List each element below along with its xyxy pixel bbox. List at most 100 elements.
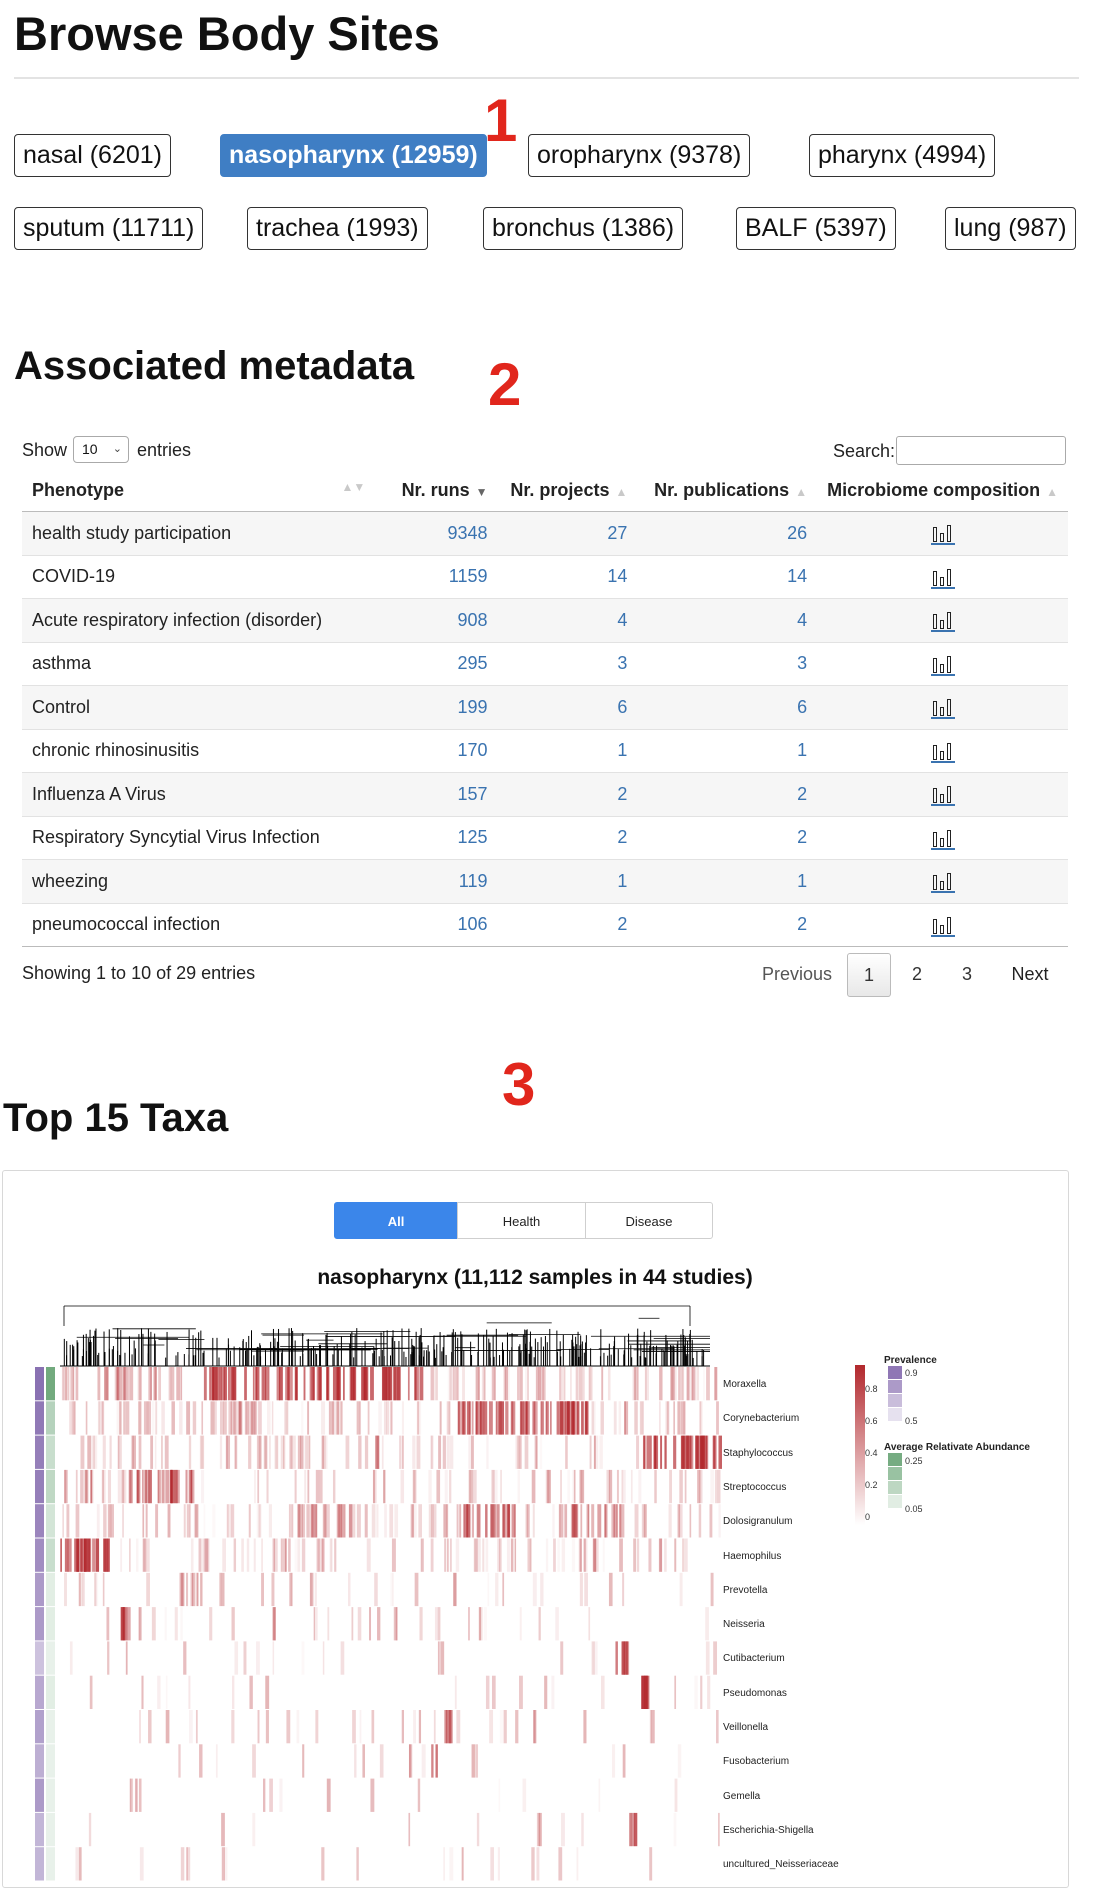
abundance-cell	[46, 1401, 55, 1435]
abundance-cell	[46, 1812, 55, 1847]
column-header-runs[interactable]: Nr. runs ▼	[373, 469, 498, 512]
publications-link[interactable]: 2	[637, 815, 818, 860]
abundance-cell	[46, 1641, 55, 1675]
entries-select[interactable]: 10 ⌄	[73, 436, 129, 463]
taxon-label: Prevotella	[723, 1584, 768, 1596]
abundance-cell	[46, 1675, 55, 1709]
bar-chart-icon[interactable]	[930, 782, 955, 807]
publications-link[interactable]: 6	[637, 685, 818, 729]
body-site-button-trachea[interactable]: trachea (1993)	[247, 207, 428, 250]
bar-chart-icon[interactable]	[930, 869, 955, 894]
column-header-microbiome[interactable]: Microbiome composition ▲	[817, 469, 1068, 512]
annotation-columns	[35, 1367, 55, 1881]
pagination-previous[interactable]: Previous	[761, 964, 833, 984]
page-title: Browse Body Sites	[14, 7, 440, 60]
sort-icon: ▲	[795, 484, 808, 499]
projects-link[interactable]: 4	[497, 598, 638, 642]
publications-link[interactable]: 2	[637, 902, 818, 947]
abundance-cell	[46, 1710, 55, 1744]
abundance-cell	[46, 1469, 55, 1504]
publications-link[interactable]: 4	[637, 598, 818, 642]
table-row: chronic rhinosinusitis 170 1 1	[22, 728, 1068, 773]
projects-link[interactable]: 14	[497, 554, 638, 599]
body-site-button-nasopharynx[interactable]: nasopharynx (12959)	[220, 134, 487, 177]
prevalence-swatch	[888, 1380, 902, 1393]
projects-link[interactable]: 2	[497, 902, 638, 947]
abundance-tick: 0.05	[905, 1504, 923, 1514]
runs-link[interactable]: 9348	[373, 511, 498, 555]
abundance-swatch	[888, 1453, 902, 1466]
body-site-button-sputum[interactable]: sputum (11711)	[14, 207, 204, 250]
publications-link[interactable]: 26	[637, 511, 818, 555]
microbiome-composition-cell	[817, 641, 1068, 686]
projects-link[interactable]: 2	[497, 815, 638, 860]
runs-link[interactable]: 157	[373, 772, 498, 816]
bar-chart-icon[interactable]	[930, 521, 955, 546]
projects-link[interactable]: 27	[497, 511, 638, 555]
tab-all[interactable]: All	[334, 1202, 458, 1239]
runs-link[interactable]: 119	[373, 859, 498, 903]
phenotype-cell: Acute respiratory infection (disorder)	[22, 598, 374, 642]
runs-link[interactable]: 295	[373, 641, 498, 686]
projects-link[interactable]: 1	[497, 859, 638, 903]
abundance-cell	[46, 1572, 55, 1607]
section-title-metadata: Associated metadata	[14, 344, 415, 388]
phenotype-cell: asthma	[22, 641, 374, 686]
heatmap	[35, 1305, 902, 1881]
abundance-cell	[46, 1435, 55, 1469]
abundance-cell	[46, 1778, 55, 1812]
abundance-cell	[46, 1847, 55, 1881]
taxon-label: Cutibacterium	[723, 1653, 785, 1665]
tab-health[interactable]: Health	[457, 1202, 586, 1239]
phenotype-cell: COVID-19	[22, 554, 374, 599]
sort-desc-icon: ▼	[475, 484, 488, 499]
projects-link[interactable]: 3	[497, 641, 638, 686]
search-label: Search:	[833, 441, 896, 461]
phenotype-cell: health study participation	[22, 511, 374, 555]
pagination-page-2[interactable]: 2	[911, 964, 922, 984]
prevalence-cell	[35, 1572, 44, 1607]
runs-link[interactable]: 199	[373, 685, 498, 729]
bar-chart-icon[interactable]	[930, 695, 955, 720]
taxon-label: Corynebacterium	[723, 1413, 800, 1425]
runs-link[interactable]: 170	[373, 728, 498, 773]
column-header-publications[interactable]: Nr. publications ▲	[637, 469, 818, 512]
runs-link[interactable]: 908	[373, 598, 498, 642]
taxon-label: Neisseria	[723, 1619, 765, 1631]
body-site-button-oropharynx[interactable]: oropharynx (9378)	[528, 134, 751, 177]
runs-link[interactable]: 125	[373, 815, 498, 860]
prevalence-cell	[35, 1847, 44, 1881]
publications-link[interactable]: 2	[637, 772, 818, 816]
pagination-page-3[interactable]: 3	[961, 964, 972, 984]
runs-link[interactable]: 106	[373, 902, 498, 947]
publications-link[interactable]: 14	[637, 554, 818, 599]
tab-disease[interactable]: Disease	[585, 1202, 713, 1239]
bar-chart-icon[interactable]	[930, 652, 955, 676]
bar-chart-icon[interactable]	[930, 739, 955, 763]
runs-link[interactable]: 1159	[373, 554, 498, 599]
bar-chart-icon[interactable]	[930, 608, 955, 633]
column-header-phenotype[interactable]: Phenotype ▲▼	[22, 469, 374, 512]
publications-link[interactable]: 3	[637, 641, 818, 686]
bar-chart-icon[interactable]	[930, 826, 955, 850]
body-site-button-lung[interactable]: lung (987)	[945, 207, 1076, 250]
phenotype-cell: wheezing	[22, 859, 374, 903]
body-site-button-pharynx[interactable]: pharynx (4994)	[809, 134, 996, 177]
pagination-next[interactable]: Next	[1011, 964, 1049, 984]
projects-link[interactable]: 6	[497, 685, 638, 729]
body-site-button-bronchus[interactable]: bronchus (1386)	[483, 207, 684, 250]
sort-icon: ▲	[615, 484, 628, 499]
prevalence-swatch	[888, 1366, 902, 1379]
bar-chart-icon[interactable]	[930, 913, 955, 937]
pagination-page-1[interactable]: 1	[847, 953, 891, 997]
body-site-button-nasal[interactable]: nasal (6201)	[14, 134, 171, 177]
column-header-projects[interactable]: Nr. projects ▲	[497, 469, 638, 512]
publications-link[interactable]: 1	[637, 728, 818, 773]
projects-link[interactable]: 1	[497, 728, 638, 773]
search-input[interactable]	[896, 436, 1066, 465]
microbiome-composition-cell	[817, 859, 1068, 903]
bar-chart-icon[interactable]	[930, 565, 955, 589]
projects-link[interactable]: 2	[497, 772, 638, 816]
publications-link[interactable]: 1	[637, 859, 818, 903]
body-site-button-balf[interactable]: BALF (5397)	[736, 207, 896, 250]
